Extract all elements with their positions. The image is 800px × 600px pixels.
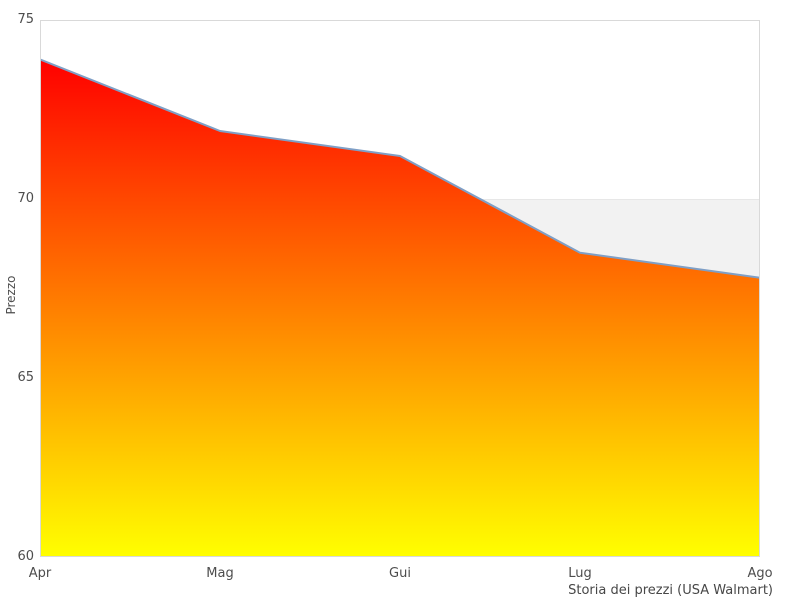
y-tick-label: 60 bbox=[17, 549, 34, 564]
plot-area bbox=[39, 20, 761, 558]
y-tick-label: 70 bbox=[17, 191, 34, 206]
y-axis-title: Prezzo bbox=[4, 275, 18, 315]
x-tick-label: Mag bbox=[206, 566, 234, 581]
price-line bbox=[39, 58, 761, 279]
x-tick-label: Lug bbox=[568, 566, 592, 581]
y-tick-label: 65 bbox=[17, 370, 34, 385]
chart-caption: Storia dei prezzi (USA Walmart) bbox=[568, 583, 773, 598]
price-area-fill bbox=[40, 59, 760, 558]
plot-svg bbox=[39, 20, 761, 558]
x-tick-label: Gui bbox=[389, 566, 411, 581]
y-tick-label: 75 bbox=[17, 12, 34, 27]
plot-border bbox=[40, 20, 760, 557]
x-tick-label: Apr bbox=[28, 566, 52, 581]
x-tick-label: Ago bbox=[747, 566, 773, 581]
